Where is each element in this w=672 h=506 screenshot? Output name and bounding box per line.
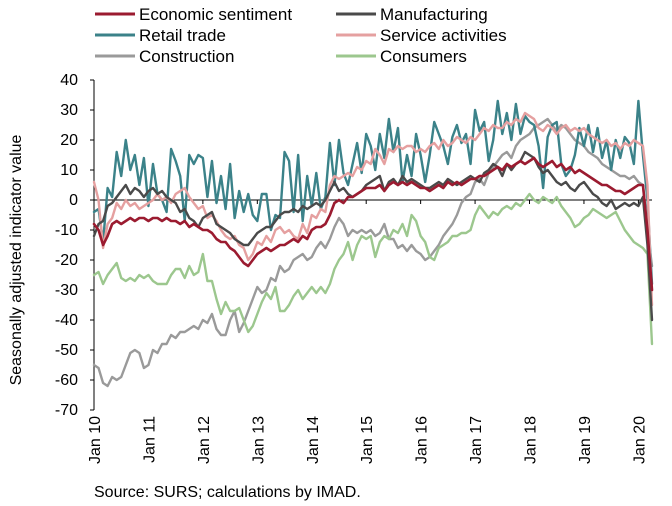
x-tick-label: Jan 17 xyxy=(468,416,485,464)
x-tick-label: Jan 13 xyxy=(250,416,267,464)
y-tick-label: 20 xyxy=(60,132,78,149)
y-tick-label: 40 xyxy=(60,72,78,89)
series-line-service-activities xyxy=(92,111,654,307)
y-tick-label: -50 xyxy=(55,342,78,359)
x-tick-label: Jan 19 xyxy=(577,416,594,464)
y-tick-label: -10 xyxy=(55,222,78,239)
y-tick-label: -40 xyxy=(55,312,78,329)
series-line-manufacturing xyxy=(92,150,654,322)
y-tick-label: -30 xyxy=(55,282,78,299)
series-line-consumers xyxy=(92,192,654,346)
series-line-construction xyxy=(92,117,654,388)
x-axis: Jan 10 Jan 11 Jan 12 Jan 13 Jan 14 Jan 15 Jan … xyxy=(87,199,652,464)
y-tick-label: 10 xyxy=(60,162,78,179)
x-tick-label: Jan 12 xyxy=(196,416,213,464)
legend-label: Service activities xyxy=(380,26,507,45)
y-axis: -70 -60 -50 -40 -30 -20 -10 0 10 20 30 40 xyxy=(55,72,95,419)
x-tick-label: Jan 14 xyxy=(305,416,322,464)
y-tick-label: 30 xyxy=(60,102,78,119)
y-tick-label: 0 xyxy=(69,192,78,209)
y-tick-label: -60 xyxy=(55,372,78,389)
y-axis-title: Seasonally adjusted indicator value xyxy=(8,134,25,385)
legend-label: Manufacturing xyxy=(380,5,488,24)
x-tick-label: Jan 20 xyxy=(631,416,648,464)
legend-label: Consumers xyxy=(380,47,467,66)
legend-label: Construction xyxy=(139,47,234,66)
x-tick-label: Jan 16 xyxy=(414,416,431,464)
series-line-economic-sentiment xyxy=(92,156,654,292)
x-tick-label: Jan 15 xyxy=(359,416,376,464)
series-lines xyxy=(92,99,654,388)
x-tick-label: Jan 18 xyxy=(523,416,540,464)
legend-label: Retail trade xyxy=(139,26,226,45)
legend: Economic sentiment Manufacturing Retail tr… xyxy=(95,5,507,66)
legend-label: Economic sentiment xyxy=(139,5,292,24)
source-note: Source: SURS; calculations by IMAD. xyxy=(94,484,361,501)
y-tick-label: -70 xyxy=(55,402,78,419)
x-tick-label: Jan 11 xyxy=(141,416,158,463)
y-tick-label: -20 xyxy=(55,252,78,269)
x-tick-label: Jan 10 xyxy=(87,416,104,464)
